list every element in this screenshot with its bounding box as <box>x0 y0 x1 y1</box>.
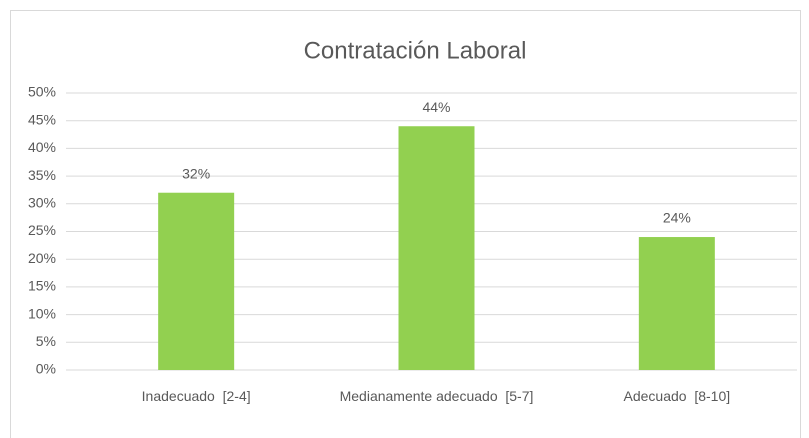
x-tick-label: Medianamente adecuado [5-7] <box>339 388 534 404</box>
bar <box>398 126 475 371</box>
x-tick-label: Inadecuado [2-4] <box>141 388 251 404</box>
data-label: 24% <box>663 210 691 226</box>
y-tick-label: 50% <box>28 84 56 100</box>
y-tick-label: 0% <box>36 361 56 377</box>
y-tick-label: 25% <box>28 222 56 238</box>
data-label: 32% <box>182 165 210 181</box>
x-tick-label: Adecuado [8-10] <box>623 388 731 404</box>
chart-title: Contratación Laboral <box>304 37 527 64</box>
x-tick-label-box: Medianamente adecuado [5-7] <box>339 388 534 404</box>
y-tick-label: 5% <box>36 333 56 349</box>
y-tick-label: 45% <box>28 111 56 127</box>
y-tick-label: 40% <box>28 139 56 155</box>
bar <box>638 237 715 370</box>
y-tick-label: 30% <box>28 195 56 211</box>
data-label: 44% <box>422 99 450 115</box>
x-tick-label-box: Adecuado [8-10] <box>623 388 731 404</box>
y-tick-label: 35% <box>28 167 56 183</box>
x-tick-label-box: Inadecuado [2-4] <box>141 388 251 404</box>
y-tick-label: 10% <box>28 305 56 321</box>
y-tick-label: 20% <box>28 250 56 266</box>
bar <box>158 192 235 370</box>
y-tick-label: 15% <box>28 278 56 294</box>
